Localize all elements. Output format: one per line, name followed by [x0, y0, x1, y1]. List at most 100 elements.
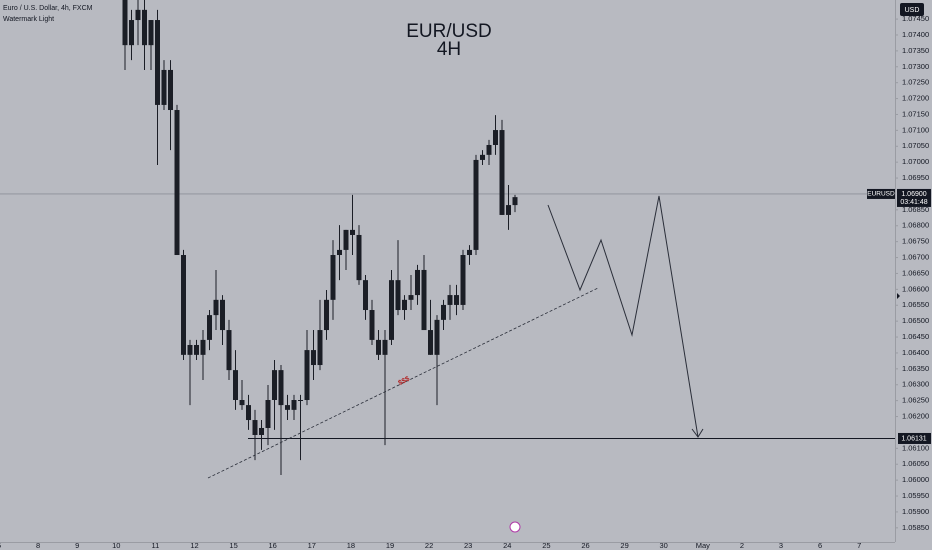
y-tick-label: 1.06050	[902, 459, 929, 468]
candle-body	[226, 330, 232, 371]
candle-body	[129, 20, 134, 46]
candle-body	[265, 400, 271, 428]
candle-body	[350, 229, 355, 235]
y-tick-label: 1.07050	[902, 141, 929, 150]
y-tick-label: 1.06350	[902, 364, 929, 373]
projection-path	[547, 195, 699, 438]
x-tick-label: 10	[112, 541, 120, 550]
y-tick-label: 1.06550	[902, 300, 929, 309]
symbol-tag-label: EURUSD	[867, 191, 895, 198]
symbol-title: Euro / U.S. Dollar, 4h, FXCM	[3, 5, 93, 12]
candle-body	[324, 299, 329, 331]
candle-body	[408, 295, 414, 300]
plot-area	[0, 0, 895, 476]
x-tick-label: 29	[620, 541, 628, 550]
candle-body	[304, 350, 310, 401]
candle-body	[343, 229, 349, 250]
candle-body	[486, 144, 492, 155]
candle-body	[272, 370, 277, 401]
x-tick-label: 7	[857, 541, 861, 550]
y-tick-label: 1.06500	[902, 316, 929, 325]
current-price-label: 1.06900	[901, 191, 926, 198]
x-tick-label: 24	[503, 541, 511, 550]
candle-body	[480, 154, 485, 160]
candle-body	[460, 255, 466, 305]
liquidity-annotation: $$$	[397, 376, 411, 387]
y-tick-label: 1.06450	[902, 332, 929, 341]
x-tick-label: May	[696, 541, 710, 550]
scroll-marker	[897, 293, 900, 299]
y-tick-label: 1.07000	[902, 157, 929, 166]
candle-body	[493, 130, 498, 145]
candle-body	[363, 280, 368, 311]
x-tick-label: 3	[779, 541, 783, 550]
y-tick-label: 1.07250	[902, 78, 929, 87]
candle-body	[506, 205, 511, 215]
candle-body	[285, 405, 290, 410]
y-tick-label: 1.05950	[902, 491, 929, 500]
candle-body	[174, 110, 180, 256]
x-tick-label: 22	[425, 541, 433, 550]
currency-button[interactable]	[900, 3, 924, 16]
candle-body	[161, 69, 167, 105]
watermark-label: Watermark Light	[3, 16, 54, 23]
candle-body	[441, 304, 446, 320]
y-tick-label: 1.06650	[902, 268, 929, 277]
y-tick-label: 1.06800	[902, 221, 929, 230]
candle-body	[389, 280, 394, 340]
candle-body	[402, 299, 407, 311]
y-tick-label: 1.06400	[902, 348, 929, 357]
candle-body	[135, 9, 141, 21]
y-tick-label: 1.06600	[902, 284, 929, 293]
candle-body	[512, 197, 518, 206]
candle-body	[311, 350, 316, 366]
candle-body	[213, 299, 219, 316]
candle-body	[220, 299, 225, 331]
candle-body	[473, 159, 479, 250]
currency-button-label[interactable]: USD	[905, 7, 920, 14]
candle-body	[207, 315, 212, 340]
candle-body	[337, 249, 342, 256]
candle-body	[181, 255, 186, 355]
x-tick-label: 16	[269, 541, 277, 550]
x-tick-label: 2	[740, 541, 744, 550]
candle-body	[317, 330, 323, 366]
candle-body	[194, 344, 199, 355]
y-tick-label: 1.05850	[902, 523, 929, 532]
y-tick-label: 1.07200	[902, 94, 929, 103]
x-tick-label: 12	[190, 541, 198, 550]
candle-body	[246, 405, 251, 421]
symbol-tag	[867, 188, 895, 199]
y-tick-label: 1.06250	[902, 396, 929, 405]
candle-body	[259, 427, 264, 435]
y-tick-label: 1.06000	[902, 475, 929, 484]
support-price-label: 1.06131	[901, 435, 926, 442]
candle-body	[233, 370, 238, 401]
y-tick-label: 1.07350	[902, 46, 929, 55]
candle-body	[447, 295, 453, 305]
y-tick-label: 1.07300	[902, 62, 929, 71]
x-tick-label: 11	[152, 541, 160, 550]
candle-body	[142, 9, 147, 46]
candle-body	[148, 20, 154, 46]
x-tick-label: 6	[818, 541, 822, 550]
events-icon[interactable]	[509, 521, 521, 533]
candle-body	[356, 234, 362, 281]
x-tick-label: 25	[542, 541, 550, 550]
candle-body	[499, 130, 505, 215]
trendline	[207, 287, 599, 479]
current-price-tag	[897, 188, 931, 207]
x-tick-label: 23	[464, 541, 472, 550]
x-tick-label: 8	[36, 541, 40, 550]
x-tick-label: 19	[386, 541, 394, 550]
candle-body	[428, 330, 433, 355]
candle-body	[395, 280, 401, 311]
x-tick-label: 17	[308, 541, 316, 550]
y-tick-label: 1.07450	[902, 14, 929, 23]
candle-body	[168, 69, 173, 111]
x-tick-label: 15	[229, 541, 237, 550]
y-tick-label: 1.07150	[902, 109, 929, 118]
y-tick-label: 1.05900	[902, 507, 929, 516]
